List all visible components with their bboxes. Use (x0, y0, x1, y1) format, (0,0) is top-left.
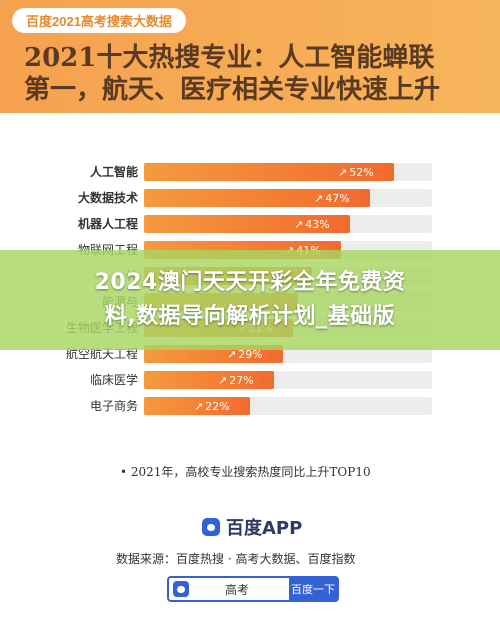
value-text: 29% (238, 347, 263, 361)
value-label: ↗ 47% (314, 191, 350, 205)
trend-up-arrow-icon: ↗ (194, 399, 204, 413)
header-pill: 百度2021高考搜索大数据 (12, 8, 186, 33)
value-text: 22% (205, 399, 230, 413)
bar-row: 机器人工程 ↗ 43% (0, 213, 500, 235)
trend-up-arrow-icon: ↗ (314, 191, 324, 205)
value-label: ↗ 52% (338, 165, 374, 179)
search-bar[interactable]: 高考 百度一下 (167, 576, 339, 602)
chart-card: 人工智能↗52%大数据技术↗47%机器人工程↗43%物联网工程↗41%计能源与生… (0, 113, 500, 617)
search-button[interactable]: 百度一下 (289, 578, 337, 600)
page-title: 2021十大热搜专业：人工智能蝉联 第一，航天、医疗相关专业快速上升 (24, 43, 441, 105)
category-label: 人工智能 (89, 165, 138, 179)
bar-row: 临床医学 ↗ 27% (0, 369, 500, 391)
overlay-line-1: 2024澳门天天开彩全年免费资 (94, 270, 406, 295)
value-label: ↗ 29% (227, 347, 263, 361)
bar-track: ↗ 43% (144, 215, 432, 233)
bar (144, 371, 274, 389)
value-label: ↗ 43% (294, 217, 330, 231)
overlay-line-2: 料,数据导向解析计划_基础版 (104, 304, 396, 329)
value-text: 47% (325, 191, 350, 205)
bar (144, 397, 250, 415)
bar-row: 大数据技术 ↗ 47% (0, 187, 500, 209)
header-banner: 百度2021高考搜索大数据 2021十大热搜专业：人工智能蝉联 第一，航天、医疗… (0, 0, 500, 113)
trend-up-arrow-icon: ↗ (338, 165, 348, 179)
bar-row: 电子商务 ↗ 22% (0, 395, 500, 417)
app-logo: 百度APP (202, 514, 302, 540)
value-text: 43% (305, 217, 330, 231)
app-name: 百度APP (226, 518, 303, 539)
bar-track: ↗ 22% (144, 397, 432, 415)
overlay-banner: 2024澳门天天开彩全年免费资 料,数据导向解析计划_基础版 (0, 250, 500, 350)
category-label: 临床医学 (89, 373, 138, 387)
value-text: 52% (349, 165, 374, 179)
category-label: 大数据技术 (77, 191, 138, 205)
bar-row: 人工智能 ↗ 52% (0, 161, 500, 183)
category-label: 航空航天工程 (65, 347, 138, 361)
baidu-paw-icon (202, 518, 220, 536)
bar (144, 215, 350, 233)
bar-track: ↗ 27% (144, 371, 432, 389)
bar-track: ↗ 52% (144, 163, 432, 181)
header-pill-label: 百度2021高考搜索大数据 (26, 14, 172, 29)
trend-up-arrow-icon: ↗ (294, 217, 304, 231)
bar-track: ↗ 47% (144, 189, 432, 207)
overlay-banner-text: 2024澳门天天开彩全年免费资 料,数据导向解析计划_基础版 (0, 250, 500, 350)
baidu-paw-icon (173, 581, 189, 597)
data-source: 数据来源：百度热搜 · 高考大数据、百度指数 (116, 552, 356, 566)
category-label: 机器人工程 (77, 217, 138, 231)
chart-footnote: • 2021年，高校专业搜索热度同比上升TOP10 (120, 465, 371, 479)
bar (144, 163, 394, 181)
value-text: 27% (229, 373, 254, 387)
search-input[interactable]: 高考 (225, 583, 250, 597)
trend-up-arrow-icon: ↗ (227, 347, 237, 361)
value-label: ↗ 22% (194, 399, 230, 413)
category-label: 电子商务 (89, 399, 138, 413)
value-label: ↗ 27% (218, 373, 254, 387)
trend-up-arrow-icon: ↗ (218, 373, 228, 387)
bar (144, 189, 370, 207)
